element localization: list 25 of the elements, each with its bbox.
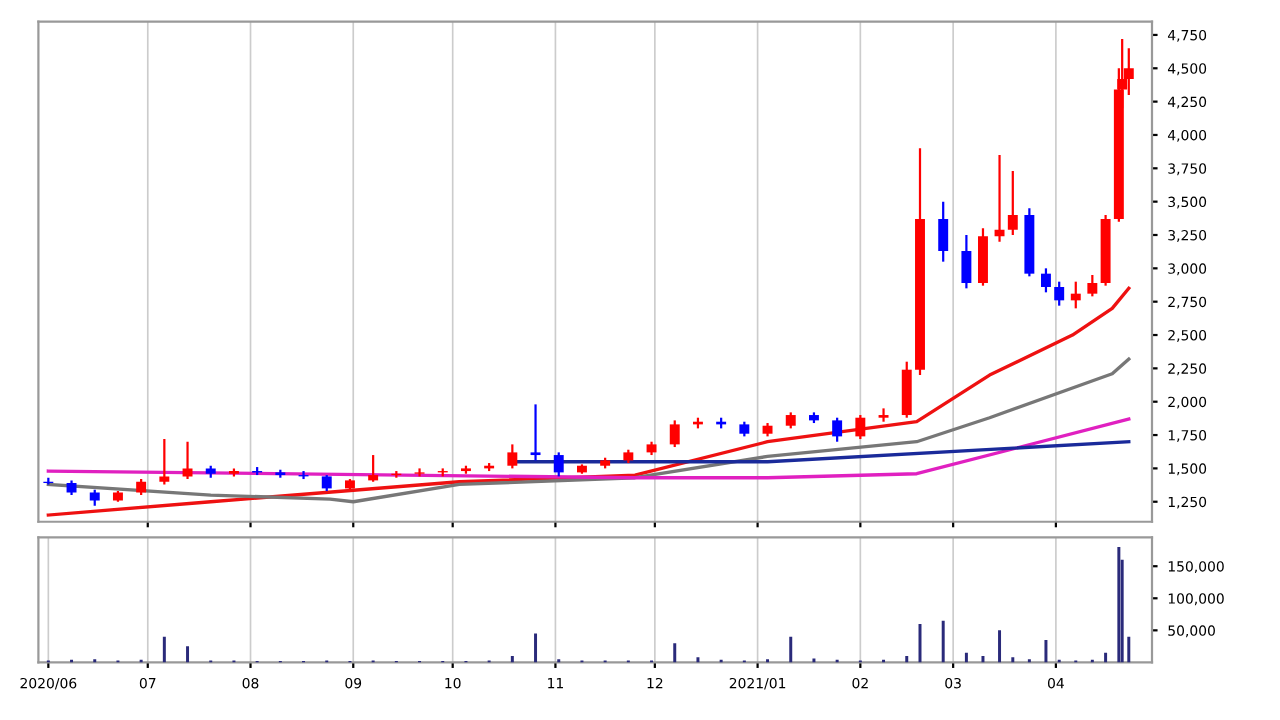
candlestick [832, 416, 843, 443]
candlestick [878, 407, 889, 423]
candlestick [1070, 280, 1081, 310]
candlestick [1007, 169, 1018, 237]
candlestick [938, 200, 949, 263]
candlestick [507, 443, 518, 470]
candlestick [978, 227, 988, 287]
candlestick [855, 413, 866, 441]
candlestick [414, 467, 425, 478]
candlestick [530, 403, 541, 462]
candlestick [1087, 273, 1098, 298]
candlestick [994, 153, 1005, 243]
line-series [46, 417, 1131, 480]
candlestick [368, 453, 379, 483]
candlestick [1123, 47, 1134, 97]
line-series [46, 357, 1131, 504]
candlestick [1054, 280, 1065, 307]
candlestick [1040, 267, 1051, 294]
candlestick [182, 440, 193, 481]
candlestick [159, 437, 170, 486]
candlestick [901, 360, 912, 419]
line-series [46, 286, 1131, 517]
candlestick [961, 233, 972, 290]
candlestick [669, 419, 680, 449]
candlestick [553, 451, 564, 478]
